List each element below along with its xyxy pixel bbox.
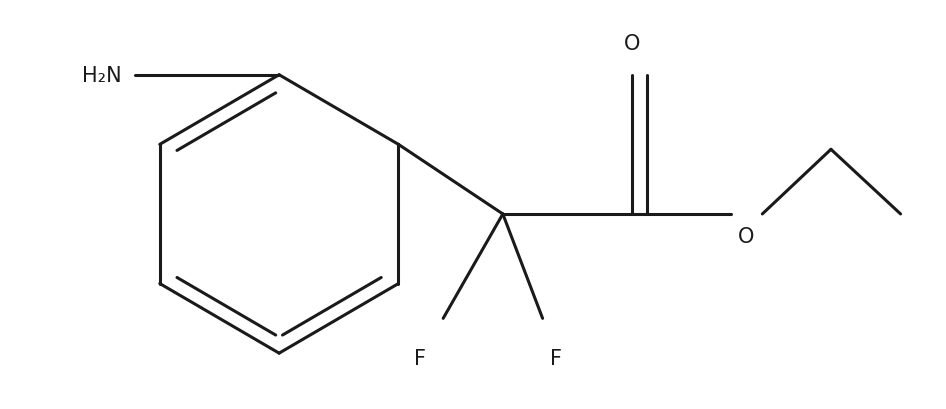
- Text: O: O: [738, 226, 755, 246]
- Text: F: F: [550, 348, 562, 368]
- Text: F: F: [414, 348, 427, 368]
- Text: O: O: [624, 34, 640, 54]
- Text: H₂N: H₂N: [82, 65, 122, 85]
